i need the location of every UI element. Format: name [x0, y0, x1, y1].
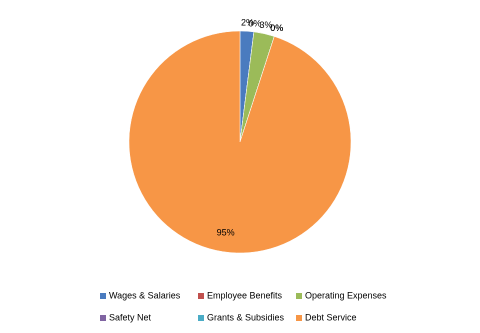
data-label: 0%: [248, 18, 261, 28]
data-label: 95%: [217, 227, 235, 237]
data-label: 0%: [270, 23, 283, 33]
legend-label: Operating Expenses: [305, 290, 387, 300]
legend-swatch: [198, 315, 204, 321]
legend-swatch: [198, 293, 204, 299]
legend-label: Debt Service: [305, 312, 357, 322]
data-label: 3%: [259, 20, 272, 30]
legend-label: Wages & Salaries: [109, 290, 181, 300]
pie-slice: [128, 30, 352, 254]
legend-swatch: [296, 315, 302, 321]
legend-swatch: [296, 293, 302, 299]
legend-swatch: [100, 315, 106, 321]
legend-label: Safety Net: [109, 312, 152, 322]
legend-swatch: [100, 293, 106, 299]
data-label: 2%: [241, 18, 254, 28]
data-label: 0%: [270, 23, 283, 33]
legend-label: Grants & Subsidies: [207, 312, 285, 322]
legend-label: Employee Benefits: [207, 290, 283, 300]
